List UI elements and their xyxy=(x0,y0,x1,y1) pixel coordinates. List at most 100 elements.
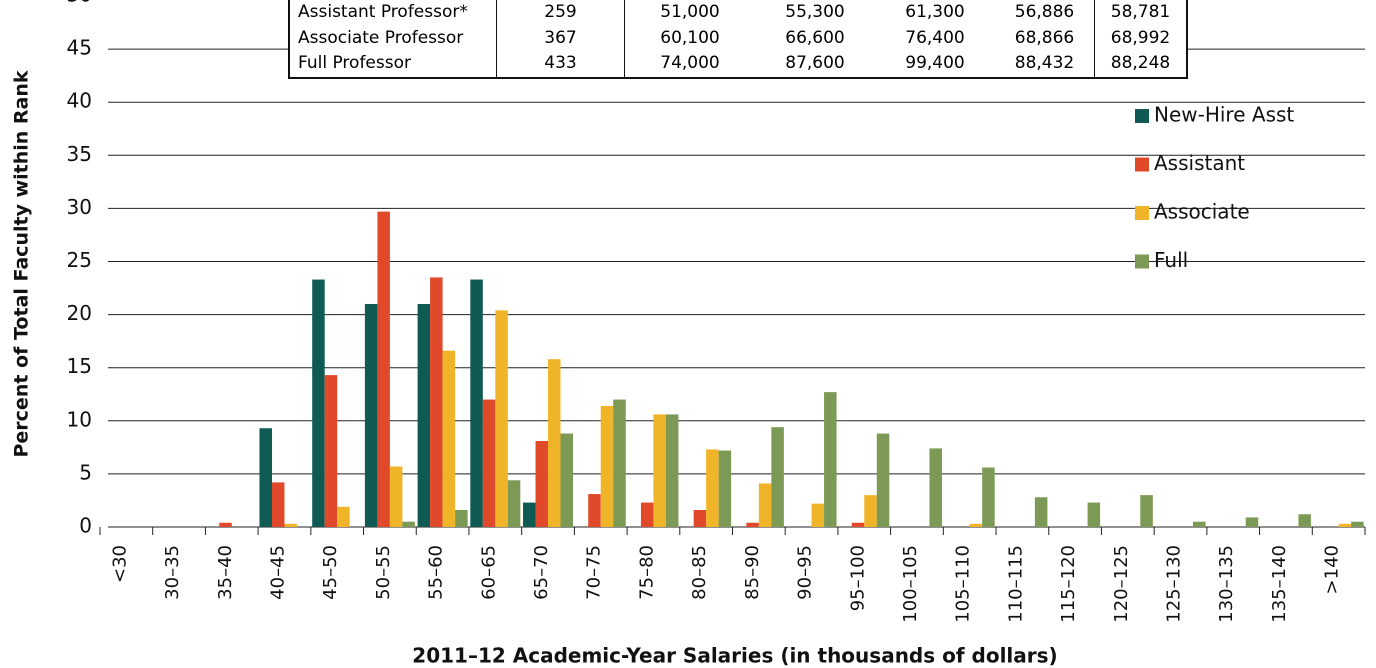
bar xyxy=(969,523,983,527)
bar xyxy=(324,375,338,527)
y-tick-label: 15 xyxy=(67,354,92,378)
legend-label: New-Hire Asst xyxy=(1154,103,1294,127)
table-cell: 68,992 xyxy=(1110,27,1171,48)
table-cell: Assistant Professor* xyxy=(290,0,497,26)
bar xyxy=(312,279,325,527)
table-cell: 87,600 xyxy=(785,53,845,73)
table-cell: Associate Professor xyxy=(290,25,497,51)
x-tick-label: 130–135 xyxy=(1216,545,1237,623)
bar xyxy=(640,502,654,527)
bar xyxy=(482,399,496,527)
x-tick-label: 120–125 xyxy=(1111,545,1132,623)
x-tick-label: 30–35 xyxy=(162,545,183,600)
bar xyxy=(665,414,679,527)
bar xyxy=(746,522,759,527)
bar xyxy=(1245,517,1259,527)
bar xyxy=(693,510,707,527)
x-tick-label: <30 xyxy=(109,545,130,583)
bar xyxy=(259,428,272,527)
bar xyxy=(706,449,719,527)
bar xyxy=(417,303,431,527)
y-tick-label: 10 xyxy=(67,407,92,431)
bar xyxy=(824,392,837,527)
x-tick-label: 95–100 xyxy=(847,545,868,611)
bar xyxy=(771,427,784,527)
y-tick-label: 30 xyxy=(67,195,92,219)
table-cell: 99,400 xyxy=(905,53,965,73)
bar xyxy=(284,523,297,527)
bar xyxy=(495,310,508,527)
legend-swatch xyxy=(1135,254,1149,269)
bar xyxy=(1338,523,1352,527)
bar xyxy=(402,521,415,527)
bar xyxy=(377,211,390,527)
bar xyxy=(442,350,456,527)
y-tick-label: 20 xyxy=(67,301,92,325)
bar xyxy=(535,440,549,527)
x-tick-label: 90–95 xyxy=(795,545,816,600)
legend-label: Associate xyxy=(1154,200,1250,224)
bar xyxy=(523,502,536,527)
bar xyxy=(455,510,468,527)
y-tick-label: 35 xyxy=(67,142,92,166)
bar xyxy=(600,405,614,527)
bar xyxy=(718,450,732,527)
table-cell: 76,400 xyxy=(905,27,965,48)
bar xyxy=(1034,497,1048,527)
legend-swatch xyxy=(1135,109,1149,123)
x-tick-label: 80–85 xyxy=(689,545,710,600)
table-cell: 66,600 xyxy=(785,27,845,48)
bar xyxy=(929,448,942,527)
bar xyxy=(430,277,443,527)
table-cell: 68,866 xyxy=(995,25,1095,51)
bar xyxy=(876,433,890,527)
bar xyxy=(1193,521,1206,527)
bar xyxy=(560,433,574,527)
bar xyxy=(588,494,601,527)
x-axis-title: 2011–12 Academic-Year Salaries (in thous… xyxy=(412,644,1057,668)
x-tick-label: 125–130 xyxy=(1164,545,1185,623)
table-cell: 51,000 xyxy=(660,2,720,22)
bar xyxy=(653,414,666,527)
legend-label: Assistant xyxy=(1154,151,1245,175)
y-axis-title: Percent of Total Faculty within Rank xyxy=(11,70,33,457)
table-cell: 56,886 xyxy=(995,0,1095,26)
bar xyxy=(613,399,626,527)
x-tick-label: 115–120 xyxy=(1058,545,1079,623)
table-cell: 259 xyxy=(497,0,625,26)
legend-label: Full xyxy=(1154,248,1188,272)
x-tick-label: 75–80 xyxy=(636,545,657,600)
bar xyxy=(1298,514,1311,527)
table-cell: 367 xyxy=(497,25,625,51)
bar xyxy=(864,495,877,527)
x-tick-label: 65–70 xyxy=(531,545,552,600)
y-tick-label: 45 xyxy=(67,36,92,60)
y-tick-label: 0 xyxy=(79,514,92,538)
table-cell: 55,300 xyxy=(785,2,845,22)
y-tick-label: 50 xyxy=(67,0,92,7)
table-cell: 88,432 xyxy=(995,51,1095,77)
x-tick-label: 55–60 xyxy=(426,545,447,600)
bar xyxy=(1351,521,1364,527)
x-tick-label: 85–90 xyxy=(742,545,763,600)
y-tick-label: 5 xyxy=(79,460,92,484)
summary-table: Assistant Professor* 259 51,000 55,300 61,30… xyxy=(288,0,1188,79)
bar xyxy=(364,303,378,527)
table-cell: 61,300 xyxy=(905,2,965,22)
table-cell: 88,248 xyxy=(1110,53,1171,73)
bar xyxy=(271,482,285,527)
x-tick-label: 70–75 xyxy=(584,545,605,600)
x-tick-label: 105–110 xyxy=(953,545,974,623)
legend-swatch xyxy=(1135,157,1149,172)
bar xyxy=(851,522,865,527)
x-tick-label: 110–115 xyxy=(1005,545,1026,623)
x-tick-label: 100–105 xyxy=(900,545,921,623)
x-tick-label: 35–40 xyxy=(215,545,236,600)
x-tick-label: 50–55 xyxy=(373,545,394,600)
x-tick-label: >140 xyxy=(1322,545,1343,594)
x-tick-label: 45–50 xyxy=(320,545,341,600)
bar xyxy=(1140,495,1153,527)
legend-swatch xyxy=(1135,206,1149,220)
